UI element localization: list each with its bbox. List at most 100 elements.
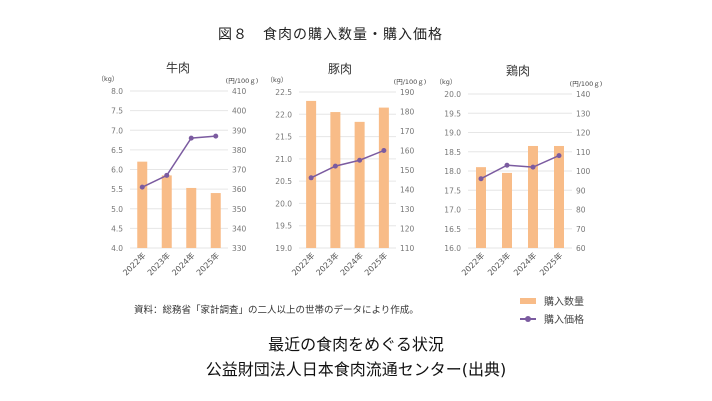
- x-tick-label: 2022年: [289, 250, 316, 277]
- left-tick-label: 16.5: [444, 225, 461, 234]
- left-axis-unit: （kg）: [436, 78, 457, 86]
- x-tick-label: 2023年: [485, 250, 512, 277]
- right-tick-label: 120: [400, 225, 415, 234]
- left-tick-label: 6.0: [111, 166, 123, 175]
- x-tick-label: 2025年: [362, 250, 389, 277]
- left-tick-label: 7.5: [111, 107, 123, 116]
- price-point: [188, 135, 194, 141]
- price-point: [213, 133, 219, 139]
- price-point: [139, 184, 145, 190]
- left-tick-label: 6.5: [111, 146, 123, 155]
- legend-bar-label: 購入数量: [544, 297, 584, 308]
- bar: [306, 100, 317, 249]
- left-tick-label: 7.0: [111, 126, 123, 135]
- legend-line-marker-icon: [520, 315, 536, 322]
- figure-title: 図８ 食肉の購入数量・購入価格: [218, 27, 443, 43]
- left-tick-label: 18.5: [444, 148, 461, 157]
- price-point: [332, 163, 338, 169]
- right-tick-label: 110: [400, 244, 415, 253]
- x-tick-label: 2022年: [121, 250, 148, 277]
- left-axis-unit: （kg）: [267, 76, 288, 84]
- right-axis-unit: (円/100ｇ): [570, 80, 603, 88]
- legend-item-line: 購入価格: [520, 311, 584, 326]
- x-tick-label: 2024年: [338, 250, 365, 277]
- left-tick-label: 19.0: [444, 129, 461, 138]
- bar: [161, 175, 172, 248]
- charts-canvas: 牛肉 （kg） (円/100ｇ) 4.0 4.5 5.0 5.5 6.0 6.5 7.0 7.5 8.…: [98, 60, 603, 277]
- price-line: [141, 135, 216, 188]
- left-tick-label: 21.5: [275, 133, 292, 142]
- price-point: [504, 162, 510, 168]
- x-tick-label: 2023年: [145, 250, 172, 277]
- price-line: [480, 154, 560, 180]
- left-tick-label: 22.0: [275, 110, 292, 119]
- price-point: [164, 172, 170, 178]
- x-tick-label: 2025年: [537, 250, 564, 277]
- right-tick-label: 330: [232, 244, 247, 253]
- x-tick-label: 2023年: [314, 250, 341, 277]
- right-tick-label: 120: [576, 129, 591, 138]
- right-tick-label: 190: [400, 88, 415, 97]
- left-tick-label: 19.0: [275, 244, 292, 253]
- right-tick-label: 360: [232, 185, 247, 194]
- left-tick-label: 4.0: [111, 244, 123, 253]
- bar: [137, 161, 148, 248]
- right-tick-label: 350: [232, 205, 247, 214]
- x-tick-label: 2025年: [194, 250, 221, 277]
- left-tick-label: 4.5: [111, 224, 123, 233]
- price-point: [357, 157, 363, 163]
- left-tick-label: 21.0: [275, 155, 292, 164]
- x-tick-label: 2024年: [511, 250, 538, 277]
- bar: [354, 121, 365, 248]
- left-tick-label: 22.5: [275, 88, 292, 97]
- left-tick-label: 20.0: [444, 90, 461, 99]
- bar: [378, 107, 389, 248]
- right-tick-label: 80: [576, 206, 586, 215]
- price-point: [381, 148, 387, 153]
- chart-title: 豚肉: [328, 62, 352, 76]
- right-axis-unit: (円/100ｇ): [394, 78, 427, 86]
- left-tick-label: 5.0: [111, 205, 123, 214]
- right-tick-label: 150: [400, 166, 415, 175]
- chart-title: 牛肉: [166, 60, 190, 75]
- bar: [330, 112, 341, 248]
- left-tick-label: 19.5: [275, 222, 292, 231]
- legend-item-bar: 購入数量: [520, 293, 584, 308]
- left-tick-label: 17.5: [444, 186, 461, 195]
- right-tick-label: 160: [400, 147, 415, 156]
- right-tick-label: 370: [232, 166, 247, 175]
- right-tick-label: 410: [232, 87, 247, 96]
- right-tick-label: 170: [400, 127, 415, 136]
- price-point: [556, 153, 562, 159]
- price-point: [478, 176, 484, 182]
- right-tick-label: 130: [400, 205, 415, 214]
- legend-bar-swatch-icon: [520, 297, 536, 304]
- right-tick-label: 100: [576, 167, 591, 176]
- bar: [528, 145, 538, 248]
- left-tick-label: 18.0: [444, 167, 461, 176]
- left-tick-label: 20.0: [275, 199, 292, 208]
- x-tick-label: 2024年: [170, 250, 197, 277]
- bar: [210, 193, 221, 248]
- price-point: [308, 175, 314, 181]
- right-tick-label: 70: [576, 225, 586, 234]
- right-tick-label: 380: [232, 146, 247, 155]
- right-tick-label: 340: [232, 224, 247, 233]
- right-tick-label: 140: [400, 186, 415, 195]
- bar: [476, 167, 486, 248]
- bar: [502, 172, 512, 248]
- left-tick-label: 16.0: [444, 244, 461, 253]
- right-tick-label: 110: [576, 148, 591, 157]
- right-axis-unit: (円/100ｇ): [226, 77, 259, 85]
- right-tick-label: 60: [576, 244, 586, 253]
- left-tick-label: 19.5: [444, 109, 461, 118]
- right-tick-label: 90: [576, 186, 586, 195]
- price-point: [530, 164, 536, 170]
- right-tick-label: 130: [576, 109, 591, 118]
- price-line: [310, 149, 385, 179]
- left-tick-label: 17.0: [444, 206, 461, 215]
- left-axis-unit: （kg）: [98, 75, 119, 83]
- caption-line-1: 最近の食肉をめぐる状況: [268, 335, 444, 354]
- bar: [554, 145, 564, 248]
- right-tick-label: 140: [576, 90, 591, 99]
